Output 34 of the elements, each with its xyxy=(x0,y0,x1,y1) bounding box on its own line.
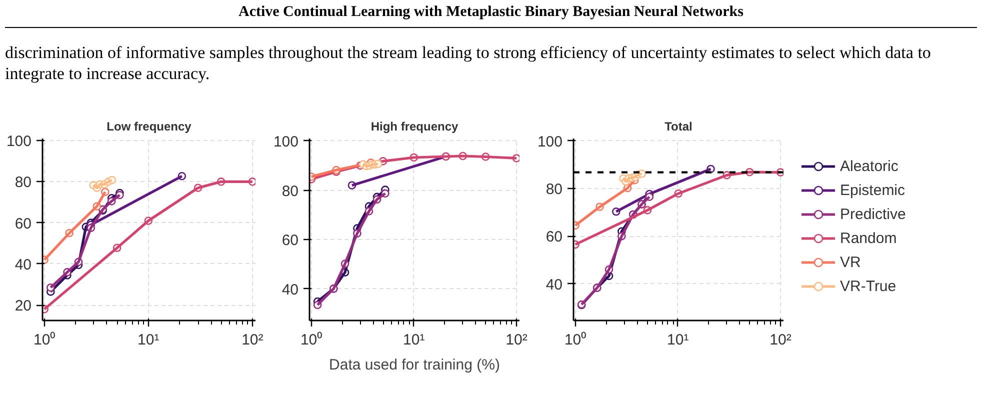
y-tick-label: 60 xyxy=(282,232,299,250)
legend-label: Random xyxy=(840,230,897,246)
y-tick-label: 20 xyxy=(14,298,32,315)
y-tick-label: 100 xyxy=(273,133,299,150)
x-tick-label: 10⁰ xyxy=(300,332,322,348)
y-tick-label: 80 xyxy=(282,182,299,200)
y-tick-label: 40 xyxy=(282,281,299,298)
x-tick-label: 10¹ xyxy=(403,332,425,348)
y-tick-label: 40 xyxy=(14,256,32,274)
legend-label: VR xyxy=(840,254,861,270)
legend-label: Epistemic xyxy=(840,182,906,198)
x-tick-label: 10¹ xyxy=(138,332,160,348)
chart-title: Total xyxy=(664,120,692,134)
chart-title: High frequency xyxy=(370,120,458,134)
x-tick-label: 10² xyxy=(242,332,264,348)
legend-label: Predictive xyxy=(840,206,906,222)
y-tick-label: 100 xyxy=(537,133,563,150)
chart-title: Low frequency xyxy=(106,120,192,134)
x-tick-label: 10² xyxy=(770,332,792,348)
y-tick-label: 60 xyxy=(546,228,563,246)
x-tick-label: 10⁰ xyxy=(34,332,56,348)
y-tick-label: 80 xyxy=(546,181,563,198)
legend-label: VR-True xyxy=(840,278,896,294)
y-tick-label: 40 xyxy=(546,276,563,294)
y-tick-label: 60 xyxy=(14,215,32,232)
text: Active Continual Learning with Metaplastic Binary Bayesian Neural Networks xyxy=(5,0,977,28)
y-tick-label: 100 xyxy=(6,133,32,150)
legend-label: Aleatoric xyxy=(840,158,898,174)
y-tick-label: 80 xyxy=(14,174,32,192)
x-tick-label: 10⁰ xyxy=(564,332,586,348)
x-tick-label: 10² xyxy=(506,332,528,348)
x-tick-label: 10¹ xyxy=(667,332,689,348)
x-axis-title: Data used for training (%) xyxy=(329,356,500,374)
text: discrimination of informative samples throughout the stream leading to strong efficiency of uncertainty estimates to select which data to integrate to increase accuracy. xyxy=(5,42,932,84)
